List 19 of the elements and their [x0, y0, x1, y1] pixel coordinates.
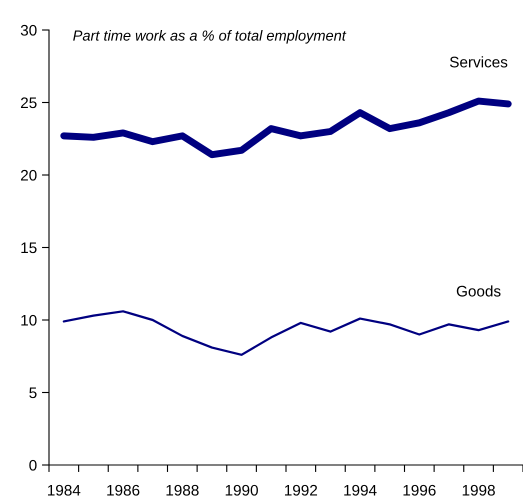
x-tick-label: 1990 [226, 484, 258, 496]
x-tick-label: 1986 [107, 484, 140, 496]
x-tick-label: 1996 [403, 484, 436, 496]
y-tick-label: 30 [20, 24, 37, 36]
chart-title: Part time work as a % of total employment [73, 30, 346, 44]
y-tick-label: 25 [20, 97, 37, 108]
line-series [62, 310, 510, 356]
series-label: Goods [456, 285, 501, 297]
y-tick-label: 15 [21, 242, 37, 254]
x-tick-label: 1988 [166, 484, 199, 496]
x-tick-label: 1994 [344, 484, 377, 496]
x-tick-label: 1992 [284, 484, 318, 496]
y-tick-label: 20 [20, 170, 37, 181]
y-tick-label: 5 [29, 388, 37, 398]
y-tick-label: 0 [29, 460, 37, 471]
y-tick-label: 10 [21, 314, 37, 326]
text: Services [450, 56, 508, 68]
x-tick-label: 1984 [48, 484, 80, 496]
x-tick-label: 1998 [462, 484, 495, 496]
